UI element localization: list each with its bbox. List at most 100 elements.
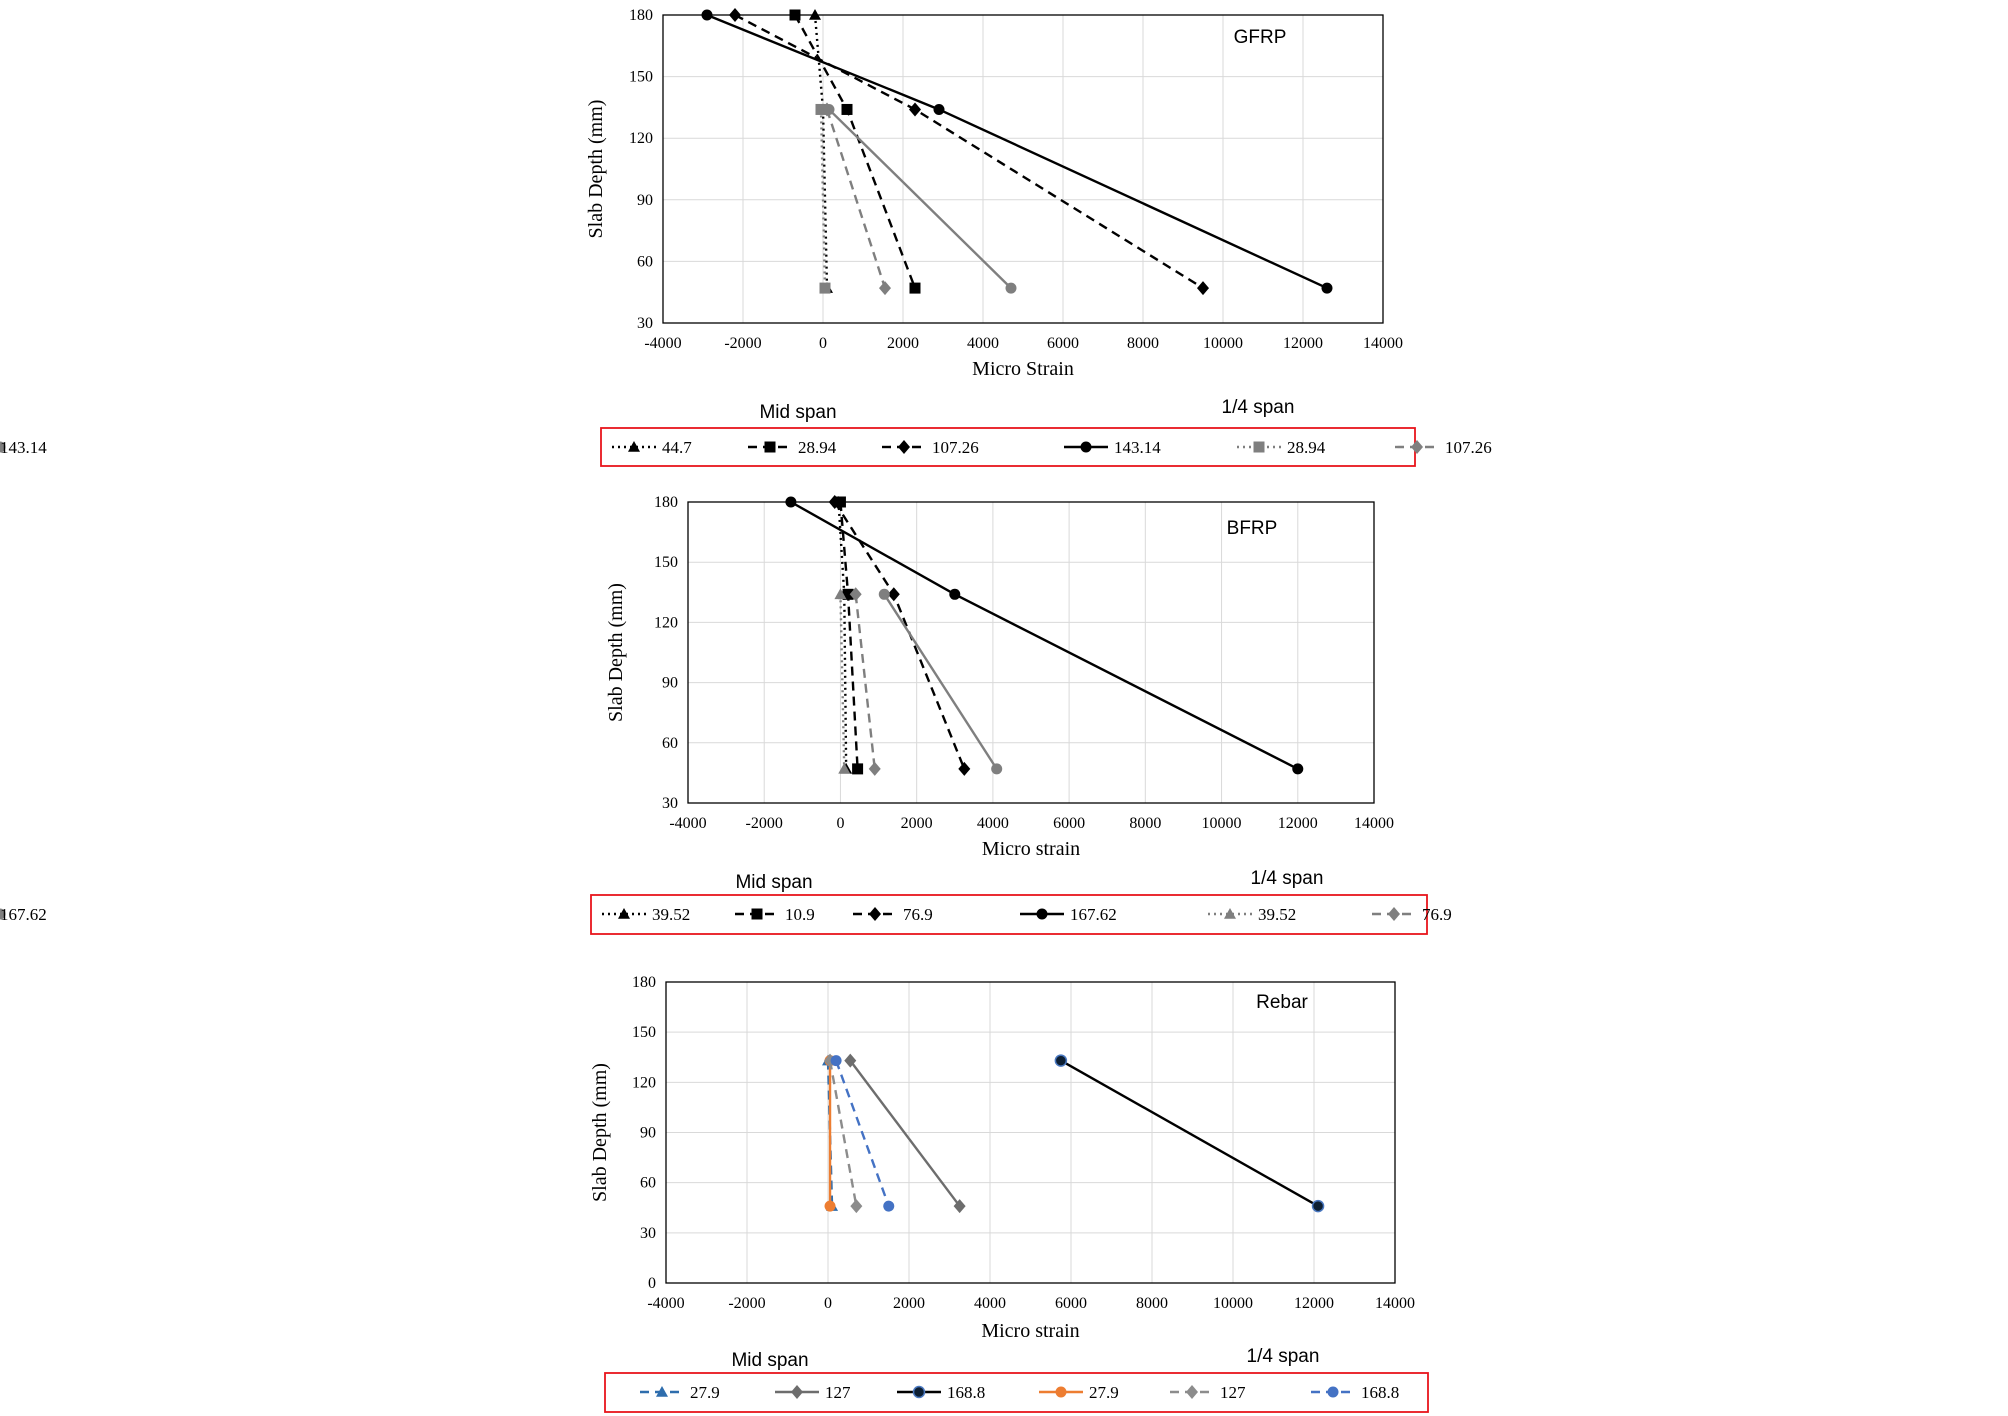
y-tick-label: 30 <box>640 1225 656 1242</box>
data-point <box>1292 763 1304 775</box>
data-point <box>909 102 921 117</box>
x-tick-label: 8000 <box>1129 815 1161 832</box>
y-tick-label: 180 <box>632 974 656 991</box>
legend-swatch-marker <box>1055 1386 1067 1398</box>
legend-label: 28.94 <box>1287 438 1326 457</box>
legend-frame <box>604 1372 1429 1413</box>
series-line <box>883 593 998 770</box>
series-127-mid-span <box>844 1053 966 1214</box>
legend-frame <box>590 894 1428 935</box>
series-143.14-quarter-span <box>823 103 1017 294</box>
legend-label: 107.26 <box>1445 438 1492 457</box>
plot-border <box>687 501 1375 804</box>
data-point <box>868 761 881 776</box>
legend-swatch-marker <box>0 908 6 920</box>
legend-label: 127 <box>1220 1383 1246 1402</box>
legend-label: 167.62 <box>1070 905 1117 924</box>
legend-label: 10.9 <box>785 905 815 924</box>
legend: 44.7 28.94 107.26 143.14 28.94 107.26 143.14 <box>0 427 1492 467</box>
x-axis-title: Micro strain <box>982 838 1080 860</box>
y-tick-label: 0 <box>648 1275 656 1292</box>
legend-group-label: 1/4 span <box>1251 868 1324 889</box>
data-point <box>844 1053 857 1068</box>
data-point <box>883 1200 895 1212</box>
legend-item: 107.26 <box>1395 438 1492 457</box>
legend-swatch-marker <box>791 1385 803 1399</box>
x-tick-label: 12000 <box>1283 335 1323 352</box>
legend-item: 44.7 <box>612 438 692 457</box>
data-point <box>789 9 801 21</box>
series-line <box>813 14 829 289</box>
data-point <box>887 587 900 602</box>
y-tick-label: 90 <box>637 192 653 209</box>
legend-item: 168.8 <box>1311 1383 1399 1402</box>
legend-label: 127 <box>825 1383 851 1402</box>
legend-swatch-marker <box>0 441 6 453</box>
data-point <box>828 495 841 509</box>
y-axis-title: Slab Depth (mm) <box>605 583 627 722</box>
legend-swatch-marker <box>1327 1386 1339 1398</box>
x-axis-title: Micro strain <box>981 1320 1079 1342</box>
series-167.62-quarter-span <box>878 588 1003 775</box>
series-line <box>828 1060 858 1207</box>
x-tick-label: 2000 <box>893 1295 925 1312</box>
legend-swatch-marker <box>898 440 910 454</box>
data-point <box>909 282 921 294</box>
y-axis-title: Slab Depth (mm) <box>589 1063 611 1202</box>
series-line <box>837 501 848 769</box>
x-tick-label: 2000 <box>887 335 919 352</box>
legend-item: 143.14 <box>1064 438 1161 457</box>
data-point <box>1311 1199 1325 1213</box>
x-tick-label: 4000 <box>977 815 1009 832</box>
data-point <box>830 1055 842 1067</box>
legend-swatch-marker <box>1253 441 1265 453</box>
data-point <box>834 588 847 600</box>
y-tick-label: 60 <box>662 735 678 752</box>
legend-label: 76.9 <box>1422 905 1452 924</box>
data-point <box>809 9 821 20</box>
data-point <box>1054 1054 1068 1067</box>
y-tick-label: 150 <box>632 1024 656 1041</box>
x-tick-label: -4000 <box>669 815 706 832</box>
legend-label: 168.8 <box>947 1383 985 1402</box>
chart-panel-rebar: -4000 -2000 0 2000 4000 6000 8000 10000 12000 140… <box>589 974 1429 1413</box>
data-point <box>729 8 741 22</box>
x-tick-label: -2000 <box>728 1295 765 1312</box>
x-tick-label: 10000 <box>1213 1295 1253 1312</box>
series-line <box>834 1060 890 1207</box>
chart-panel-gfrp: -4000 -2000 0 2000 4000 6000 8000 10000 12000 140… <box>0 7 1492 467</box>
legend-item: 28.94 <box>748 438 837 457</box>
series-76.9-quarter-span <box>849 587 881 776</box>
chart-panel-bfrp: -4000 -2000 0 2000 4000 6000 8000 10000 12000 140… <box>0 494 1452 935</box>
data-point <box>949 588 961 600</box>
legend-item: 76.9 <box>1372 905 1452 924</box>
plot-area <box>688 502 1374 803</box>
legend-item: 143.14 <box>0 438 47 457</box>
data-point <box>991 763 1003 775</box>
legend-item: 39.52 <box>1208 905 1296 924</box>
legend-swatch-marker <box>1036 908 1048 920</box>
x-tick-label: 14000 <box>1375 1295 1415 1312</box>
legend-label: 76.9 <box>903 905 933 924</box>
legend-label: 143.14 <box>1114 438 1161 457</box>
y-axis-title: Slab Depth (mm) <box>585 100 607 239</box>
plot-border <box>662 14 1384 324</box>
legend-swatch-marker <box>656 1386 668 1397</box>
data-point <box>849 587 862 602</box>
x-tick-label: 8000 <box>1127 335 1159 352</box>
series-28.94-mid-span <box>789 9 921 294</box>
y-tick-label: 180 <box>654 494 678 511</box>
legend-item: 168.8 <box>897 1383 985 1402</box>
legend-swatch-marker <box>618 908 630 919</box>
series-107.26-mid-span <box>729 8 1209 296</box>
data-point <box>824 1200 836 1212</box>
series-line <box>826 1060 834 1207</box>
data-point <box>701 9 713 21</box>
series-168.8-mid-span <box>1054 1054 1325 1213</box>
x-tick-label: 6000 <box>1053 815 1085 832</box>
legend-swatch-marker <box>1388 907 1400 921</box>
legend-swatch-marker <box>751 908 763 920</box>
y-tick-label: 90 <box>662 675 678 692</box>
legend-swatch-marker <box>764 441 776 453</box>
